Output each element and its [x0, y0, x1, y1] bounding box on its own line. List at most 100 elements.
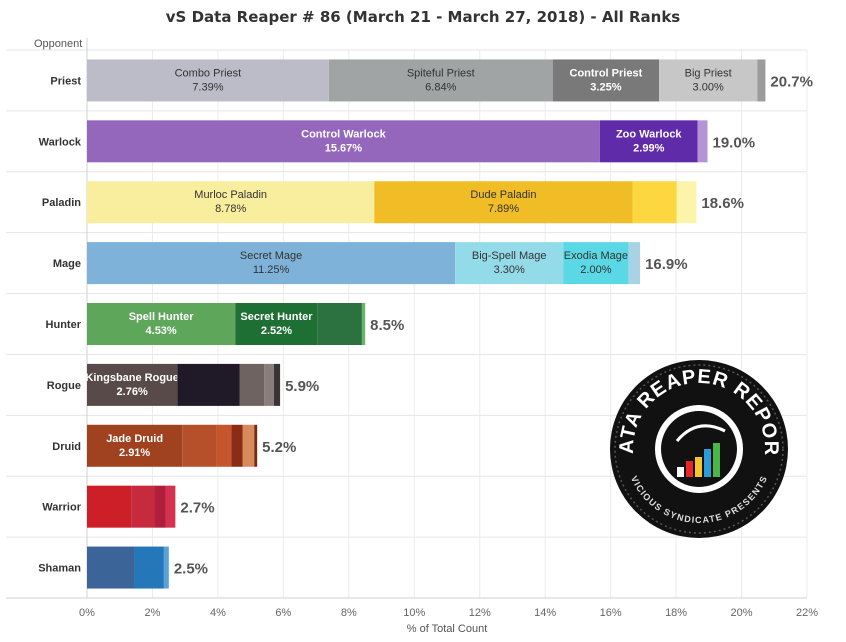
x-axis-title: % of Total Count — [407, 623, 488, 635]
category-label: Warrior — [42, 502, 81, 514]
total-label: 8.5% — [370, 317, 404, 334]
logo-bar-icon — [704, 449, 711, 477]
total-label: 2.5% — [174, 561, 208, 578]
logo-bar-icon — [686, 461, 693, 477]
segment-value-label: 3.25% — [590, 81, 621, 93]
bar-segment — [87, 363, 178, 406]
bar-segment — [563, 242, 629, 285]
category-label: Mage — [53, 258, 81, 270]
segment-label: Combo Priest — [175, 67, 242, 79]
segment-label: Control Priest — [570, 67, 643, 79]
segment-value-label: 8.78% — [215, 203, 246, 215]
bar-segment — [264, 363, 274, 406]
bar-segment — [239, 363, 265, 406]
x-tick-label: 2% — [145, 607, 161, 619]
x-tick-label: 12% — [469, 607, 491, 619]
segment-value-label: 3.30% — [494, 264, 525, 276]
segment-value-label: 7.39% — [192, 81, 223, 93]
segment-label: Exodia Mage — [564, 250, 628, 262]
bar-segment — [87, 181, 375, 224]
category-label: Priest — [50, 75, 81, 87]
bar-segment — [87, 303, 236, 345]
segment-value-label: 11.25% — [253, 264, 290, 276]
segment-label: Dude Paladin — [470, 189, 536, 201]
bar-segment — [659, 59, 758, 102]
segment-value-label: 2.76% — [117, 386, 148, 398]
bar-segment — [374, 181, 633, 224]
category-label: Hunter — [46, 319, 82, 331]
bar-segment — [131, 485, 155, 528]
segment-value-label: 2.52% — [261, 325, 292, 337]
total-label: 2.7% — [180, 500, 214, 517]
x-tick-label: 16% — [600, 607, 622, 619]
x-tick-label: 20% — [731, 607, 753, 619]
segment-label: Secret Hunter — [240, 311, 313, 323]
x-tick-label: 22% — [796, 607, 818, 619]
segment-label: Kingsbane Rogue — [85, 372, 179, 384]
total-label: 5.9% — [285, 378, 319, 395]
category-label: Druid — [52, 441, 81, 453]
row-header: Opponent — [34, 38, 82, 50]
segment-label: Zoo Warlock — [616, 128, 682, 140]
segment-label: Jade Druid — [106, 433, 163, 445]
category-label: Paladin — [42, 197, 81, 209]
bar-segment — [231, 424, 243, 467]
bar-segment — [328, 59, 553, 102]
segment-value-label: 6.84% — [425, 81, 456, 93]
logo-bar-icon — [677, 467, 684, 477]
bar-segment — [254, 424, 258, 467]
total-label: 19.0% — [713, 134, 756, 151]
bar-segment — [165, 485, 176, 528]
bar-segment — [163, 546, 169, 589]
bar-segment — [697, 120, 708, 163]
x-tick-label: 4% — [210, 607, 226, 619]
bar-segment — [235, 303, 318, 345]
bar-segment — [177, 363, 240, 406]
bar-segment — [361, 303, 366, 345]
bar-segment — [632, 181, 677, 224]
bar-segment — [628, 242, 641, 285]
bar-segment — [87, 424, 183, 467]
segment-value-label: 3.00% — [693, 81, 724, 93]
category-label: Warlock — [39, 136, 82, 148]
bar-segment — [455, 242, 564, 285]
bar-segment — [216, 424, 232, 467]
category-label: Rogue — [47, 380, 81, 392]
segment-label: Secret Mage — [240, 250, 302, 262]
total-label: 5.2% — [262, 439, 296, 456]
segment-label: Spell Hunter — [129, 311, 195, 323]
logo-bar-icon — [695, 457, 702, 477]
x-tick-label: 6% — [275, 607, 291, 619]
segment-label: Murloc Paladin — [194, 189, 267, 201]
segment-label: Big-Spell Mage — [472, 250, 547, 262]
logo-scythe-icon — [675, 424, 726, 442]
bar-segment — [87, 59, 329, 102]
bar-segment — [599, 120, 698, 163]
segment-value-label: 2.00% — [580, 264, 611, 276]
x-tick-label: 0% — [79, 607, 95, 619]
total-label: 18.6% — [701, 195, 744, 212]
segment-value-label: 4.53% — [146, 325, 177, 337]
bar-segment — [134, 546, 164, 589]
bar-segment — [87, 242, 456, 285]
bar-segment — [182, 424, 217, 467]
segment-value-label: 15.67% — [325, 142, 363, 154]
bar-segment — [87, 120, 600, 163]
x-tick-label: 18% — [665, 607, 687, 619]
bar-segment — [552, 59, 660, 102]
bar-segment — [676, 181, 697, 224]
bar-segment — [87, 546, 135, 589]
bars: Combo Priest 7.39% Spiteful Priest 6.84% Con… — [85, 59, 813, 589]
bar-segment — [757, 59, 766, 102]
total-label: 16.9% — [645, 256, 688, 273]
bar-segment — [273, 363, 281, 406]
category-label: Shaman — [38, 563, 81, 575]
bar-segment — [154, 485, 166, 528]
segment-label: Big Priest — [685, 67, 732, 79]
total-label: 20.7% — [770, 73, 813, 90]
logo-dotted-ring — [614, 364, 784, 534]
x-tick-label: 10% — [403, 607, 425, 619]
segment-value-label: 2.91% — [119, 447, 150, 459]
chart-title: vS Data Reaper # 86 (March 21 - March 27… — [165, 8, 681, 26]
